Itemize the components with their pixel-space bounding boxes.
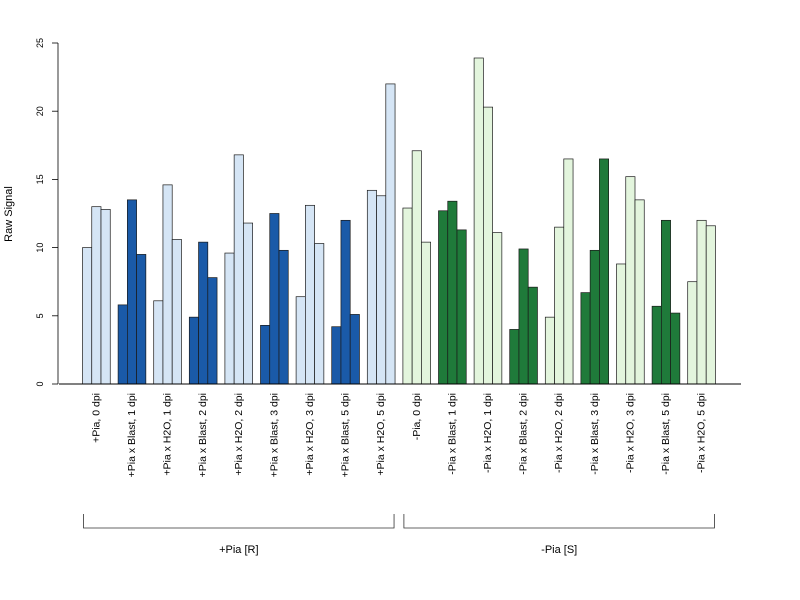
bar: [385, 83, 396, 385]
bar: [563, 158, 574, 385]
bar: [402, 207, 413, 385]
category-label: -Pia x Blast, 2 dpi: [518, 393, 530, 475]
category-label: -Pia x H2O, 5 dpi: [696, 393, 708, 473]
category-label: +Pia x Blast, 1 dpi: [126, 393, 138, 477]
category-label: +Pia x H2O, 2 dpi: [233, 393, 245, 476]
bar: [224, 252, 235, 385]
category-labels: +Pia, 0 dpi +Pia x Blast, 1 dpi +Pia x H2O…: [90, 393, 707, 477]
group-label: +Pia [R]: [219, 544, 258, 556]
bar: [269, 213, 280, 385]
bar: [162, 184, 173, 385]
y-tick-label: 25: [35, 38, 45, 48]
bar: [305, 204, 315, 385]
bar: [527, 286, 538, 385]
y-tick-label: 5: [35, 313, 45, 318]
bar: [233, 154, 244, 385]
y-tick-label: 20: [35, 106, 45, 116]
group-brackets: +Pia [R] -Pia [S]: [83, 514, 715, 556]
bar: [331, 326, 342, 385]
bar: [483, 106, 493, 385]
bar: [687, 281, 698, 385]
bar: [634, 199, 645, 385]
bar: [366, 189, 377, 385]
category-label: -Pia x Blast, 1 dpi: [446, 393, 458, 475]
bar: [91, 206, 102, 385]
category-label: -Pia x H2O, 2 dpi: [553, 393, 565, 473]
bar: [126, 199, 137, 385]
group-bracket: [403, 514, 715, 529]
bar: [554, 226, 565, 385]
category-label: +Pia x Blast, 3 dpi: [268, 393, 280, 477]
bar: [260, 325, 271, 385]
bar: [411, 150, 422, 385]
bar: [171, 239, 182, 385]
bar: [492, 232, 503, 385]
y-axis-title: Raw Signal: [3, 186, 15, 242]
y-axis: 0 5 10 15 20 25: [35, 38, 59, 387]
bar: [198, 241, 209, 385]
bar: [340, 219, 351, 385]
category-label: -Pia x Blast, 5 dpi: [660, 393, 672, 475]
category-label: -Pia x Blast, 3 dpi: [589, 393, 601, 475]
bar: [599, 158, 610, 385]
group-label: -Pia [S]: [541, 544, 577, 556]
bar: [447, 200, 458, 385]
category-label: +Pia x H2O, 1 dpi: [162, 393, 174, 476]
y-tick-label: 10: [35, 243, 45, 253]
category-label: +Pia x Blast, 2 dpi: [197, 393, 209, 477]
bar: [518, 248, 529, 385]
category-label: +Pia, 0 dpi: [90, 393, 102, 443]
bar: [473, 57, 484, 385]
bars: [82, 57, 716, 385]
category-label: +Pia x H2O, 3 dpi: [304, 393, 316, 476]
category-label: +Pia x H2O, 5 dpi: [375, 393, 387, 476]
bar: [314, 243, 325, 385]
bar: [589, 249, 600, 385]
bar: [696, 219, 707, 385]
bar: [117, 304, 128, 385]
bar: [509, 329, 520, 385]
y-tick-label: 15: [35, 174, 45, 184]
bar: [207, 277, 218, 385]
bar: [544, 316, 555, 385]
category-label: -Pia x H2O, 3 dpi: [624, 393, 636, 473]
bar: [438, 210, 449, 385]
bar: [243, 222, 253, 385]
bar: [660, 219, 671, 385]
bar: [456, 229, 467, 385]
bar: [153, 300, 164, 385]
group-bracket: [83, 514, 395, 529]
y-tick-label: 0: [35, 381, 45, 386]
bar: [82, 247, 93, 385]
bar: [295, 296, 306, 385]
bar: [421, 241, 431, 385]
category-label: +Pia x Blast, 5 dpi: [340, 393, 352, 477]
bar: [349, 314, 360, 385]
bar: [278, 249, 289, 385]
bar: [580, 292, 591, 385]
bar: [705, 225, 716, 385]
bar: [188, 316, 199, 385]
bar: [136, 254, 147, 385]
bar: [670, 312, 681, 385]
bar: [616, 263, 627, 385]
category-label: -Pia x H2O, 1 dpi: [482, 393, 494, 473]
bar: [100, 209, 111, 385]
category-label: -Pia, 0 dpi: [411, 393, 423, 440]
bar: [376, 195, 387, 385]
bar: [651, 305, 662, 385]
bar: [625, 176, 636, 385]
